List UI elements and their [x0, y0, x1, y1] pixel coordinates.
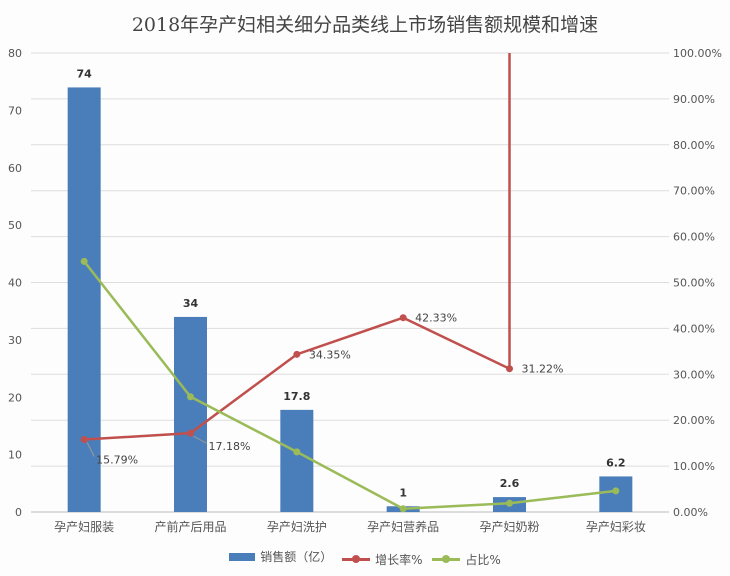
share-point [506, 499, 513, 507]
category-label: 孕产妇洗护 [267, 520, 327, 534]
bar [174, 316, 207, 512]
right-tick-label: 10.00% [673, 460, 715, 473]
right-tick-label: 20.00% [673, 414, 715, 427]
bar-data-label: 6.2 [606, 456, 626, 469]
right-tick-label: 80.00% [673, 139, 715, 152]
share-point [293, 448, 301, 456]
share-point [187, 393, 194, 401]
right-tick-label: 60.00% [673, 231, 715, 244]
right-tick-label: 100.00% [673, 47, 722, 60]
left-tick-label: 60 [8, 162, 22, 175]
share-point [80, 257, 88, 265]
growth-data-label: 42.33% [415, 312, 457, 325]
growth-point [293, 350, 301, 358]
legend-item-sales: 销售额（亿） [229, 548, 332, 565]
category-label: 孕产妇奶粉 [479, 520, 539, 534]
right-tick-label: 0.00% [673, 506, 708, 519]
growth-point [187, 429, 194, 437]
growth-point [80, 436, 88, 444]
growth-data-label: 17.18% [209, 440, 251, 453]
left-tick-label: 70 [8, 104, 22, 117]
right-tick-label: 70.00% [673, 185, 715, 198]
category-label: 孕产妇服装 [54, 520, 114, 534]
legend-swatch-sales [229, 552, 256, 561]
left-tick-label: 30 [8, 334, 22, 347]
left-tick-label: 40 [8, 277, 22, 290]
growth-data-label: 15.79% [96, 454, 138, 467]
legend-label: 销售额（亿） [260, 550, 333, 564]
leader-line [193, 435, 207, 444]
leader-line [86, 442, 95, 457]
left-tick-label: 20 [8, 391, 22, 404]
bar-data-label: 74 [77, 67, 93, 80]
growth-line [84, 53, 511, 441]
bar-data-label: 1 [399, 486, 407, 499]
category-label: 产前产后用品 [154, 519, 226, 534]
right-tick-label: 50.00% [673, 277, 715, 290]
growth-data-label: 31.22% [522, 363, 564, 376]
legend-label: 增长率% [375, 552, 423, 567]
right-tick-label: 30.00% [673, 368, 715, 381]
left-tick-label: 0 [15, 506, 22, 519]
bar [280, 409, 314, 512]
bar-data-label: 17.8 [283, 390, 310, 403]
growth-data-label: 34.35% [309, 348, 351, 361]
category-label: 孕产妇彩妆 [586, 520, 646, 534]
bar-data-label: 34 [183, 297, 199, 310]
bar-data-label: 2.6 [500, 477, 520, 490]
left-tick-label: 50 [8, 219, 22, 232]
legend-item-share: 占比% [432, 551, 501, 568]
legend-swatch-growth [342, 554, 371, 563]
share-line [83, 260, 616, 511]
growth-point [506, 365, 513, 373]
growth-point [399, 314, 407, 322]
share-point [612, 487, 620, 495]
share-point [399, 505, 407, 513]
left-tick-label: 10 [8, 449, 22, 462]
legend: 销售额（亿） 增长率% 占比% [0, 548, 730, 568]
bar [67, 87, 101, 513]
category-label: 孕产妇营养品 [367, 519, 439, 534]
legend-label: 占比% [465, 552, 501, 567]
right-tick-label: 90.00% [673, 93, 715, 106]
legend-item-growth: 增长率% [342, 551, 423, 568]
right-tick-label: 40.00% [673, 322, 715, 335]
left-tick-label: 80 [8, 47, 22, 60]
chart-title: 2018年孕产妇相关细分品类线上市场销售额规模和增速 [131, 14, 599, 36]
legend-swatch-share [432, 554, 461, 563]
